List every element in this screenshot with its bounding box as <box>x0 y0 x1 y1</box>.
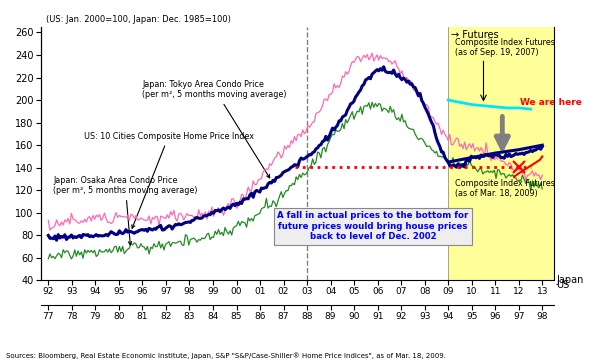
Text: US: US <box>556 280 569 291</box>
Text: Japan: Tokyo Area Condo Price
(per m², 5 months moving average): Japan: Tokyo Area Condo Price (per m², 5… <box>142 80 287 178</box>
Bar <box>448 27 556 280</box>
Text: (US: Jan. 2000=100, Japan: Dec. 1985=100): (US: Jan. 2000=100, Japan: Dec. 1985=100… <box>46 15 231 24</box>
Text: US: 10 Cities Composite Home Price Index: US: 10 Cities Composite Home Price Index <box>83 132 254 228</box>
Text: Sources: Bloomberg, Real Estate Economic Institute, Japan, S&P "S&P/Case-Shiller: Sources: Bloomberg, Real Estate Economic… <box>6 353 446 359</box>
Text: Japan: Japan <box>556 275 584 286</box>
Text: A fall in actual prices to the bottom for
future prices would bring house prices: A fall in actual prices to the bottom fo… <box>277 212 469 241</box>
Text: Composite Index Futures
(as of Mar. 18, 2009): Composite Index Futures (as of Mar. 18, … <box>455 179 555 199</box>
Text: → Futures: → Futures <box>451 30 498 40</box>
Text: We are here: We are here <box>520 98 582 107</box>
Text: Japan: Osaka Area Condo Price
(per m², 5 months moving average): Japan: Osaka Area Condo Price (per m², 5… <box>53 175 197 245</box>
Text: Composite Index Futures
(as of Sep. 19, 2007): Composite Index Futures (as of Sep. 19, … <box>455 38 555 57</box>
